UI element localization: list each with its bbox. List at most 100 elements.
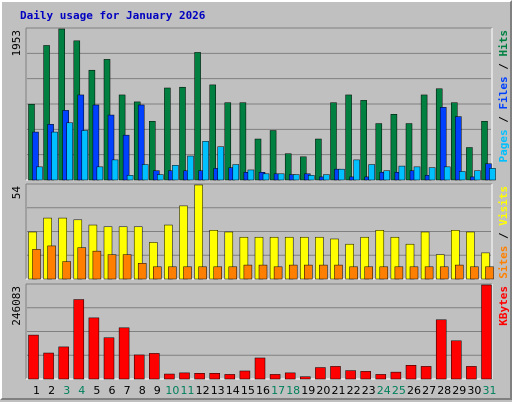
bar-kbytes-day-3 [58, 346, 69, 380]
bar-pages-day-31 [489, 168, 496, 181]
bar-hits-day-2 [43, 45, 50, 181]
bar-pages-day-7 [126, 175, 134, 181]
bar-files-day-29 [455, 116, 462, 181]
bar-pages-day-23 [368, 164, 375, 181]
bar-kbytes-day-23 [360, 371, 371, 380]
bar-sites-day-11 [183, 266, 192, 280]
bar-pages-day-11 [187, 155, 194, 181]
bar-kbytes-day-5 [88, 317, 100, 380]
bar-pages-day-4 [81, 130, 89, 181]
bar-pages-day-3 [66, 122, 73, 181]
bar-sites-day-23 [364, 266, 373, 280]
bar-kbytes-day-6 [103, 337, 115, 380]
bar-kbytes-day-17 [269, 374, 281, 380]
x-tick-day-19: 19 [301, 384, 315, 397]
bar-kbytes-day-14 [224, 374, 236, 380]
bar-pages-day-8 [141, 164, 149, 181]
x-tick-day-20: 20 [316, 384, 330, 397]
x-tick-day-24: 24 [377, 384, 391, 397]
bar-hits-day-26 [405, 123, 413, 181]
x-tick-day-4: 4 [78, 384, 85, 397]
bar-sites-day-2 [47, 245, 56, 280]
bar-sites-day-25 [394, 266, 404, 280]
bar-sites-day-19 [304, 264, 313, 280]
bar-kbytes-day-22 [345, 370, 356, 380]
bar-kbytes-day-10 [164, 373, 175, 380]
bar-kbytes-day-8 [133, 354, 145, 380]
bar-hits-day-12 [194, 52, 201, 181]
bar-visits-day-12 [194, 184, 203, 280]
x-tick-day-11: 11 [181, 384, 195, 397]
bar-pages-day-1 [36, 166, 43, 181]
bar-pages-day-19 [308, 175, 315, 181]
bar-pages-day-27 [428, 167, 436, 181]
bar-pages-day-29 [459, 171, 466, 181]
x-tick-day-2: 2 [48, 384, 55, 397]
bar-hits-day-25 [390, 114, 398, 181]
bar-pages-day-25 [398, 165, 406, 181]
x-tick-day-21: 21 [332, 384, 346, 397]
bar-sites-day-16 [258, 264, 268, 280]
bar-sites-day-30 [470, 266, 479, 280]
bar-kbytes-day-25 [390, 371, 402, 380]
bar-hits-day-24 [375, 123, 383, 181]
bar-hits-day-27 [420, 94, 428, 181]
bar-kbytes-day-19 [300, 376, 311, 380]
bar-pages-day-12 [202, 141, 209, 181]
bar-kbytes-day-21 [330, 366, 341, 380]
x-tick-day-8: 8 [139, 384, 146, 397]
bar-pages-day-18 [292, 174, 300, 181]
bar-pages-day-17 [277, 173, 285, 181]
bar-kbytes-day-30 [466, 366, 477, 380]
bar-kbytes-day-7 [118, 327, 130, 380]
bar-sites-day-27 [424, 266, 434, 280]
legend-sites: Sites [497, 246, 510, 279]
bar-pages-day-2 [51, 131, 58, 181]
x-tick-day-3: 3 [63, 384, 70, 397]
bar-sites-day-17 [273, 266, 283, 280]
bar-pages-day-6 [111, 159, 119, 181]
bar-kbytes-day-29 [451, 340, 462, 380]
legend: KBytes [497, 286, 510, 326]
legend-files: Files [497, 76, 510, 109]
bar-hits-day-21 [330, 102, 337, 181]
bar-files-day-1 [32, 131, 39, 181]
bar-kbytes-day-27 [420, 366, 432, 380]
legend: Pages / Files / Hits [497, 30, 510, 163]
bar-kbytes-day-31 [481, 284, 492, 380]
bar-pages-day-9 [157, 174, 164, 181]
bar-files-day-28 [439, 107, 447, 181]
bar-sites-day-14 [228, 266, 238, 280]
bar-sites-day-31 [485, 266, 494, 280]
bar-hits-day-16 [254, 138, 262, 181]
bar-pages-day-20 [323, 174, 330, 181]
bar-pages-day-22 [353, 159, 360, 181]
bar-kbytes-day-18 [284, 372, 296, 380]
legend-visits: Visits [497, 186, 510, 226]
bar-sites-day-15 [243, 264, 253, 280]
bar-hits-day-13 [209, 84, 216, 181]
x-tick-day-7: 7 [124, 384, 131, 397]
x-tick-day-22: 22 [347, 384, 361, 397]
y-max-label: 1953 [10, 30, 23, 57]
bar-pages-day-15 [247, 169, 255, 181]
bar-hits-day-18 [284, 153, 292, 181]
x-tick-day-28: 28 [437, 384, 451, 397]
bar-pages-day-21 [338, 168, 345, 181]
bar-kbytes-day-24 [375, 374, 387, 380]
legend-pages: Pages [497, 129, 510, 162]
bar-pages-day-5 [96, 166, 104, 181]
bar-hits-day-10 [164, 87, 171, 181]
x-tick-day-29: 29 [452, 384, 466, 397]
bar-sites-day-9 [153, 266, 162, 280]
bar-pages-day-13 [217, 146, 224, 181]
bar-hits-day-14 [224, 102, 232, 181]
bar-pages-day-26 [413, 166, 421, 181]
legend: Sites / Visits [497, 186, 510, 279]
bar-kbytes-day-4 [73, 299, 85, 380]
x-tick-day-23: 23 [362, 384, 376, 397]
bar-sites-day-3 [62, 261, 71, 280]
bar-sites-day-1 [32, 249, 41, 280]
legend-separator: / [497, 226, 510, 246]
